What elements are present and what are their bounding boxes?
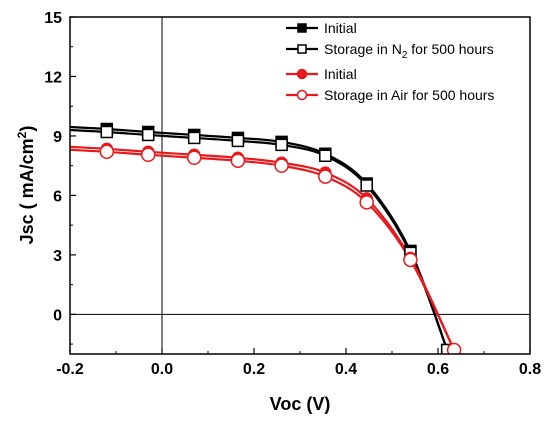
legend-item: Storage in N2 for 500 hours bbox=[286, 41, 494, 61]
y-tick-label: 9 bbox=[53, 129, 62, 146]
series-layer bbox=[70, 122, 462, 354]
series-line bbox=[70, 128, 449, 351]
legend-item: Storage in Air for 500 hours bbox=[286, 87, 494, 103]
data-point bbox=[275, 138, 288, 152]
series-4 bbox=[70, 148, 456, 351]
data-point bbox=[99, 144, 115, 160]
zero-lines bbox=[70, 17, 530, 354]
legend: Initial Storage in N2 for 500 hours Initia… bbox=[286, 20, 494, 103]
data-point bbox=[319, 149, 332, 163]
y-tick-label: 15 bbox=[44, 10, 62, 27]
data-point bbox=[140, 147, 156, 163]
y-tick-label: 12 bbox=[44, 69, 62, 86]
series-line bbox=[70, 148, 456, 351]
legend-item: Initial bbox=[286, 20, 357, 36]
legend-label: Storage in N2 for 500 hours bbox=[324, 41, 494, 61]
data-point bbox=[186, 150, 202, 165]
legend-label: Initial bbox=[324, 20, 357, 36]
legend-marker bbox=[297, 23, 307, 33]
x-tick-label: 0.4 bbox=[335, 361, 357, 378]
series-4-points bbox=[99, 144, 462, 354]
data-point bbox=[360, 179, 373, 192]
legend-label: Initial bbox=[324, 66, 357, 82]
data-point bbox=[141, 128, 155, 142]
data-point bbox=[231, 134, 245, 148]
x-tick-label: 0.8 bbox=[519, 361, 541, 378]
y-tick-label: 3 bbox=[53, 248, 62, 265]
series-2 bbox=[70, 128, 449, 351]
y-axis-label-main: Jsc ( mA/cm bbox=[17, 138, 37, 244]
axis-ticks: -0.2 0.0 0.2 0.4 0.6 0.8 0 3 6 9 12 15 bbox=[44, 10, 541, 378]
legend-marker bbox=[297, 44, 307, 54]
x-tick-label: 0.6 bbox=[427, 361, 449, 378]
y-axis-label-tail: ) bbox=[17, 126, 37, 132]
data-point bbox=[318, 169, 333, 184]
legend-marker bbox=[296, 89, 308, 101]
data-point bbox=[187, 131, 201, 145]
y-tick-label: 0 bbox=[53, 307, 62, 324]
y-tick-label: 6 bbox=[53, 188, 62, 205]
data-point bbox=[359, 195, 374, 210]
data-point bbox=[100, 125, 114, 139]
data-point bbox=[230, 153, 246, 168]
x-tick-label: -0.2 bbox=[56, 361, 84, 378]
legend-item: Initial bbox=[286, 66, 357, 82]
series-3 bbox=[70, 145, 456, 351]
plot-frame bbox=[69, 16, 531, 355]
y-axis-label-sup: 2 bbox=[15, 131, 29, 138]
data-point bbox=[403, 252, 418, 268]
legend-label: Storage in Air for 500 hours bbox=[324, 87, 494, 103]
series-line bbox=[70, 145, 456, 351]
legend-marker bbox=[296, 68, 308, 80]
y-axis-label: Jsc ( mA/cm2) bbox=[15, 126, 37, 245]
data-point bbox=[446, 342, 462, 354]
data-point bbox=[274, 158, 289, 173]
x-tick-label: 0.0 bbox=[151, 361, 173, 378]
x-tick-label: 0.2 bbox=[243, 361, 265, 378]
x-axis-label: Voc (V) bbox=[270, 394, 331, 414]
